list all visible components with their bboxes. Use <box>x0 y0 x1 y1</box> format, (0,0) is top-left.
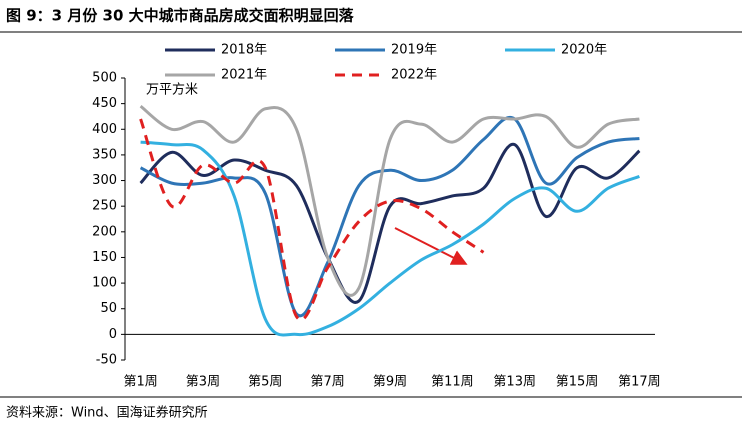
legend-label: 2022年 <box>391 68 437 83</box>
source: 资料来源：Wind、国海证券研究所 <box>6 405 208 421</box>
x-tick-label: 第13周 <box>493 375 536 390</box>
y-tick-label: 100 <box>92 276 117 291</box>
x-tick-label: 第17周 <box>618 375 661 390</box>
y-tick-label: 50 <box>100 301 117 316</box>
x-tick-label: 第5周 <box>248 375 282 390</box>
series-line <box>139 115 640 318</box>
y-tick-label: 350 <box>92 147 117 162</box>
series-line <box>139 118 485 322</box>
y-tick-label: 300 <box>92 173 117 188</box>
y-tick-label: 200 <box>92 224 117 239</box>
y-tick-label: 500 <box>92 71 117 86</box>
trend-arrow <box>394 227 468 265</box>
legend-label: 2018年 <box>221 43 267 58</box>
x-tick-label: 第9周 <box>373 375 407 390</box>
legend-label: 2020年 <box>561 43 607 58</box>
unit-label: 万平方米 <box>146 82 198 98</box>
series-line <box>139 104 640 297</box>
series-line <box>139 143 641 304</box>
x-tick-label: 第3周 <box>186 375 220 390</box>
y-tick-label: 0 <box>109 327 117 342</box>
legend-label: 2019年 <box>391 43 437 58</box>
x-tick-label: 第11周 <box>431 375 474 390</box>
y-tick-label: 400 <box>92 122 117 137</box>
y-tick-label: 150 <box>92 250 117 265</box>
y-tick-label: -50 <box>96 353 117 368</box>
y-tick-label: 250 <box>92 199 117 214</box>
x-tick-label: 第7周 <box>311 375 345 390</box>
y-tick-label: 450 <box>92 96 117 111</box>
x-tick-label: 第1周 <box>123 375 157 390</box>
chart-title: 图 9：3 月份 30 大中城市商品房成交面积明显回落 <box>6 7 355 25</box>
legend-label: 2021年 <box>221 68 267 83</box>
x-tick-label: 第15周 <box>556 375 599 390</box>
